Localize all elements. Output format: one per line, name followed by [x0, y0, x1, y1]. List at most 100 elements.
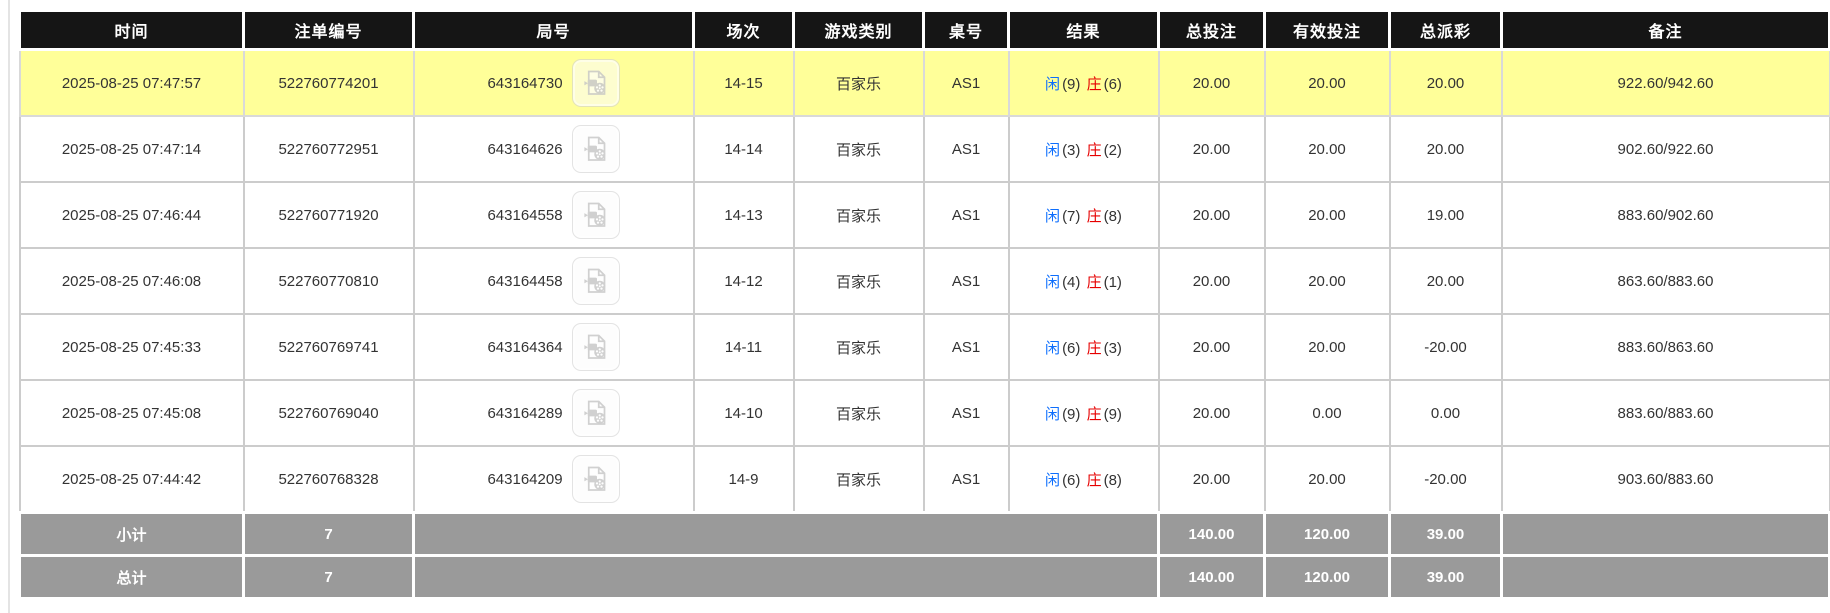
- banker-result-score: (8): [1103, 207, 1122, 225]
- video-replay-icon[interactable]: [571, 389, 620, 437]
- cell-time: 2025-08-25 07:47:57: [18, 48, 245, 117]
- banker-result-label: 庄: [1086, 207, 1102, 225]
- bet-records-panel: 时间 注单编号 局号 场次 游戏类别 桌号 结果 总投注 有效投注 总派彩 备注 2025-08-2…: [18, 12, 1830, 600]
- banker-result-label: 庄: [1086, 273, 1102, 291]
- banker-result-score: (6): [1103, 75, 1122, 93]
- cell-round-id: 643164209: [412, 445, 695, 514]
- cell-bet-id: 522760774201: [242, 48, 415, 117]
- table-row: 2025-08-25 07:45:33 522760769741 6431643…: [18, 313, 1830, 381]
- cell-remark: 902.60/922.60: [1500, 115, 1830, 183]
- cell-round-id: 643164626: [412, 115, 695, 183]
- cell-bet-id: 522760769741: [242, 313, 415, 381]
- cell-valid-bet: 20.00: [1263, 115, 1391, 183]
- cell-session: 14-12: [692, 247, 795, 315]
- video-replay-icon[interactable]: [571, 59, 620, 107]
- player-result-label: 闲: [1045, 75, 1061, 93]
- banker-result-score: (8): [1103, 471, 1122, 489]
- table-row: 2025-08-25 07:47:14 522760772951 6431646…: [18, 115, 1830, 183]
- video-replay-icon[interactable]: [571, 323, 620, 371]
- banker-result-label: 庄: [1086, 75, 1102, 93]
- round-number: 643164289: [487, 404, 563, 422]
- cell-session: 14-10: [692, 379, 795, 447]
- player-result-label: 闲: [1045, 339, 1061, 357]
- cell-round-id: 643164558: [412, 181, 695, 249]
- cell-session: 14-13: [692, 181, 795, 249]
- cell-bet-id: 522760768328: [242, 445, 415, 514]
- video-replay-icon[interactable]: [571, 125, 620, 173]
- cell-bet-id: 522760772951: [242, 115, 415, 183]
- subtotal-row: 小计 7 140.00 120.00 39.00: [18, 511, 1830, 557]
- cell-table-no: AS1: [922, 445, 1010, 514]
- cell-result: 闲 (6) 庄 (3): [1007, 313, 1160, 381]
- cell-table-no: AS1: [922, 181, 1010, 249]
- cell-remark: 922.60/942.60: [1500, 48, 1830, 117]
- cell-payout: 0.00: [1388, 379, 1503, 447]
- cell-payout: -20.00: [1388, 445, 1503, 514]
- column-header-time: 时间: [18, 12, 245, 51]
- cell-session: 14-9: [692, 445, 795, 514]
- grand-total-label: 总计: [18, 554, 245, 600]
- cell-result: 闲 (9) 庄 (9): [1007, 379, 1160, 447]
- video-replay-icon[interactable]: [571, 191, 620, 239]
- cell-game-type: 百家乐: [792, 181, 925, 249]
- table-row: 2025-08-25 07:47:57 522760774201 6431647…: [18, 48, 1830, 117]
- round-number: 643164458: [487, 272, 563, 290]
- video-replay-icon[interactable]: [571, 257, 620, 305]
- cell-bet-id: 522760771920: [242, 181, 415, 249]
- player-result-score: (3): [1062, 141, 1081, 159]
- cell-round-id: 643164730: [412, 48, 695, 117]
- cell-game-type: 百家乐: [792, 445, 925, 514]
- cell-result: 闲 (6) 庄 (8): [1007, 445, 1160, 514]
- player-result-score: (7): [1062, 207, 1081, 225]
- table-header-row: 时间 注单编号 局号 场次 游戏类别 桌号 结果 总投注 有效投注 总派彩 备注: [18, 12, 1830, 51]
- cell-game-type: 百家乐: [792, 379, 925, 447]
- cell-valid-bet: 20.00: [1263, 247, 1391, 315]
- banker-result-label: 庄: [1086, 471, 1102, 489]
- banker-result-score: (9): [1103, 405, 1122, 423]
- cell-total-bet: 20.00: [1157, 48, 1266, 117]
- cell-bet-id: 522760770810: [242, 247, 415, 315]
- cell-session: 14-15: [692, 48, 795, 117]
- column-header-valid_bet: 有效投注: [1263, 12, 1391, 51]
- cell-payout: 20.00: [1388, 247, 1503, 315]
- cell-remark: 863.60/883.60: [1500, 247, 1830, 315]
- cell-remark: 883.60/863.60: [1500, 313, 1830, 381]
- cell-valid-bet: 20.00: [1263, 313, 1391, 381]
- cell-game-type: 百家乐: [792, 313, 925, 381]
- column-header-table_no: 桌号: [922, 12, 1010, 51]
- player-result-label: 闲: [1045, 405, 1061, 423]
- grand-total-payout: 39.00: [1388, 554, 1503, 600]
- grand-total-valid-bet: 120.00: [1263, 554, 1391, 600]
- player-result-score: (6): [1062, 471, 1081, 489]
- round-number: 643164558: [487, 206, 563, 224]
- cell-valid-bet: 20.00: [1263, 48, 1391, 117]
- banker-result-label: 庄: [1086, 405, 1102, 423]
- cell-time: 2025-08-25 07:44:42: [18, 445, 245, 514]
- cell-round-id: 643164364: [412, 313, 695, 381]
- column-header-remark: 备注: [1500, 12, 1830, 51]
- round-number: 643164209: [487, 470, 563, 488]
- video-replay-icon[interactable]: [571, 455, 620, 503]
- cell-total-bet: 20.00: [1157, 181, 1266, 249]
- cell-round-id: 643164289: [412, 379, 695, 447]
- cell-total-bet: 20.00: [1157, 115, 1266, 183]
- subtotal-label: 小计: [18, 511, 245, 557]
- cell-time: 2025-08-25 07:47:14: [18, 115, 245, 183]
- cell-table-no: AS1: [922, 48, 1010, 117]
- cell-round-id: 643164458: [412, 247, 695, 315]
- player-result-score: (9): [1062, 75, 1081, 93]
- page-left-border: [8, 0, 10, 613]
- cell-total-bet: 20.00: [1157, 247, 1266, 315]
- player-result-score: (4): [1062, 273, 1081, 291]
- player-result-label: 闲: [1045, 471, 1061, 489]
- grand-total-count: 7: [242, 554, 415, 600]
- subtotal-spacer: [412, 511, 1160, 557]
- player-result-score: (9): [1062, 405, 1081, 423]
- cell-game-type: 百家乐: [792, 247, 925, 315]
- cell-table-no: AS1: [922, 115, 1010, 183]
- round-number: 643164730: [487, 74, 563, 92]
- player-result-label: 闲: [1045, 273, 1061, 291]
- cell-game-type: 百家乐: [792, 115, 925, 183]
- subtotal-total-bet: 140.00: [1157, 511, 1266, 557]
- cell-bet-id: 522760769040: [242, 379, 415, 447]
